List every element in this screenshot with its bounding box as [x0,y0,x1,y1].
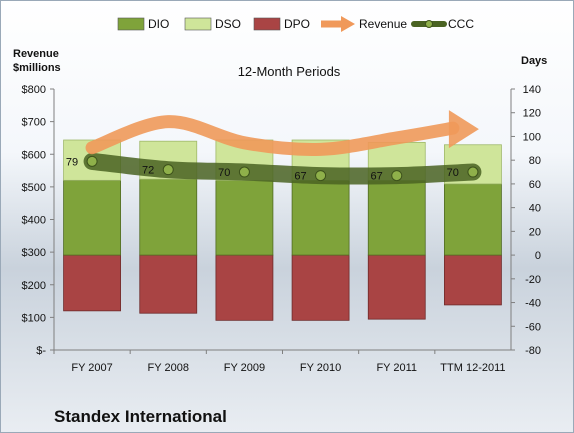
ccc-point [238,166,250,178]
legend-label-revenue: Revenue [359,17,407,31]
ccc-data-label: 67 [294,171,306,183]
dpo-bar [215,254,274,321]
ccc-point [315,170,327,182]
right-axis-title: Days [521,55,547,67]
dpo-bar [367,254,426,320]
right-tick-label: 20 [529,226,541,238]
ccc-data-label: 70 [218,167,230,179]
left-tick-label: $- [36,345,46,357]
right-tick-label: -40 [525,298,541,310]
legend-label-dio: DIO [148,17,169,31]
right-tick-label: -60 [525,321,541,333]
legend-label-dso: DSO [215,17,241,31]
left-tick-label: $100 [22,312,46,324]
dpo-bar [139,254,198,314]
ccc-data-label: 67 [371,171,383,183]
plot-area: $- $100 $200 $300 $400 $500 $600 $700 $800 -80 -60… [22,84,541,374]
dio-bar [291,179,350,256]
dio-bar [444,183,502,256]
dio-bar [367,179,426,256]
legend-swatch-revenue-head [341,16,355,32]
legend: DIO DSO DPO Revenue CCC [117,16,474,32]
dpo-bar [444,254,502,306]
dio-bar [215,179,274,256]
legend-label-dpo: DPO [284,17,310,31]
category-label: TTM 12-2011 [440,362,505,374]
right-tick-label: 60 [529,179,541,191]
left-tick-label: $700 [22,117,46,129]
left-tick-label: $300 [22,247,46,259]
category-label: FY 2010 [300,362,341,374]
left-axis-title-line2: $millions [13,62,61,74]
left-tick-label: $400 [22,215,46,227]
right-tick-label: 140 [523,84,541,96]
left-tick-label: $200 [22,280,46,292]
right-tick-label: 40 [529,203,541,215]
right-tick-label: 0 [535,250,541,262]
right-tick-label: -20 [525,274,541,286]
right-tick-label: 80 [529,155,541,167]
ccc-point [391,170,403,182]
category-label: FY 2007 [71,362,112,374]
left-tick-label: $800 [22,84,46,96]
ccc-data-label: 70 [447,167,459,179]
category-label: FY 2011 [376,362,417,374]
right-tick-label: 120 [523,108,541,120]
legend-swatch-dio [117,17,145,31]
left-tick-label: $600 [22,149,46,161]
legend-swatch-dpo [253,17,281,31]
dio-bar [139,178,198,256]
legend-swatch-dso [184,17,212,31]
ccc-data-label: 72 [142,165,154,177]
legend-label-ccc: CCC [448,17,474,31]
revenue-line [85,115,460,156]
dpo-bar [63,254,121,312]
right-tick-label: -80 [525,345,541,357]
dio-bar [63,179,121,256]
chart-title: 12-Month Periods [238,64,341,79]
ccc-point [162,164,174,176]
legend-swatch-ccc-point [425,20,433,28]
right-tick-label: 100 [523,131,541,143]
ccc-point [467,166,479,178]
category-label: FY 2009 [224,362,265,374]
dpo-bar [291,254,350,321]
left-tick-label: $500 [22,182,46,194]
category-label: FY 2008 [148,362,189,374]
ccc-line [83,152,482,185]
ccc-point [86,155,98,167]
ccc-data-label: 79 [66,156,78,168]
left-axis-title-line1: Revenue [13,48,59,60]
revenue-arrowhead [448,110,479,149]
company-name: Standex International [54,407,227,426]
